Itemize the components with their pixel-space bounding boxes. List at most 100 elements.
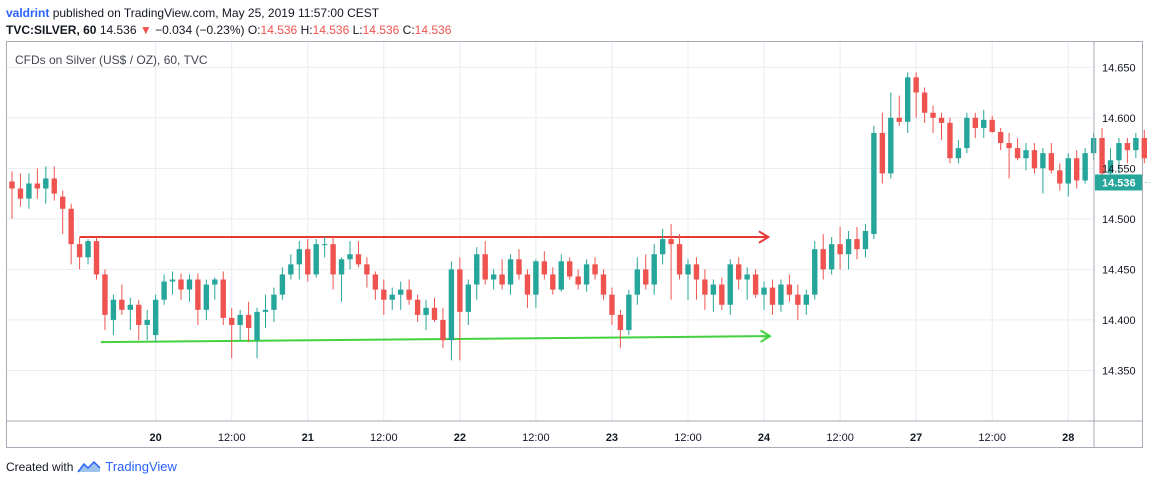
author-link[interactable]: valdrint — [6, 6, 50, 20]
candle — [321, 237, 328, 258]
candle — [440, 307, 446, 349]
candle — [744, 267, 750, 300]
candle — [812, 241, 818, 300]
candle — [761, 281, 767, 310]
candle — [347, 241, 353, 270]
candle — [592, 257, 598, 280]
y-tick-label: 14.450 — [1102, 264, 1136, 276]
candle — [693, 257, 700, 300]
candle — [837, 226, 843, 270]
y-tick-label: 14.500 — [1102, 214, 1136, 226]
x-tick-label: 22 — [454, 432, 466, 444]
candle — [803, 289, 809, 315]
candle — [1057, 163, 1063, 191]
candle — [719, 277, 725, 310]
candle — [702, 269, 708, 310]
x-tick-label: 12:00 — [218, 432, 246, 444]
candle — [795, 284, 801, 320]
last-price-badge — [1095, 174, 1142, 191]
candle — [516, 249, 522, 280]
candle — [279, 267, 286, 300]
candle — [583, 259, 590, 292]
candle — [1082, 148, 1088, 184]
candle — [947, 117, 953, 164]
x-tick-label: 12:00 — [826, 432, 854, 444]
annotations — [79, 230, 772, 344]
publish-info: valdrint published on TradingView.com, M… — [6, 6, 379, 20]
candle — [769, 279, 776, 315]
tradingview-brand[interactable]: TradingView — [105, 459, 177, 474]
x-tick-label: 12:00 — [370, 432, 398, 444]
ticker-line: TVC:SILVER, 60 14.536 ▼ −0.034 (−0.23%) … — [6, 23, 451, 37]
candle — [626, 289, 632, 336]
chart-frame — [6, 41, 1143, 448]
x-tick-label: 12:00 — [522, 432, 550, 444]
candle — [786, 274, 793, 302]
candle — [431, 297, 438, 322]
candle — [448, 261, 455, 361]
candle — [237, 309, 243, 341]
candle — [212, 277, 218, 300]
candle — [406, 279, 412, 305]
candle — [989, 115, 995, 133]
y-tick-label: 14.600 — [1102, 113, 1136, 125]
last-price: 14.536 — [99, 23, 137, 37]
candle — [482, 241, 488, 285]
candle — [710, 279, 717, 312]
open-label: O: — [247, 23, 261, 37]
candle — [161, 274, 167, 305]
candle — [778, 279, 784, 312]
candle — [203, 279, 210, 320]
candle — [152, 294, 159, 343]
resistance-arrow — [79, 230, 771, 244]
candle — [1133, 132, 1139, 159]
axes: 14.650 14.600 14.550 14.500 14.450 14.400 14.3… — [7, 42, 1150, 447]
candle — [313, 239, 319, 278]
candle — [972, 112, 978, 139]
candle — [1099, 127, 1105, 184]
chart-title: CFDs on Silver (US$ / OZ), 60, TVC — [15, 53, 208, 67]
close-value: 14.536 — [414, 23, 452, 37]
candle — [1116, 138, 1122, 174]
candle — [381, 279, 387, 315]
x-tick-label: 28 — [1062, 432, 1074, 444]
candle — [820, 234, 826, 280]
candle — [1023, 143, 1029, 171]
x-tick-label: 23 — [606, 432, 618, 444]
candle — [474, 247, 480, 300]
candle — [575, 269, 581, 290]
candle — [1141, 129, 1147, 164]
candle — [634, 257, 640, 305]
candles — [9, 72, 1147, 361]
candle — [102, 269, 108, 331]
candle — [600, 269, 607, 300]
candle — [457, 257, 463, 361]
candle — [372, 271, 379, 300]
candle — [736, 257, 742, 290]
candle — [1014, 138, 1021, 161]
candle — [879, 112, 886, 184]
candle — [465, 279, 471, 325]
candle — [905, 72, 911, 133]
x-tick-label: 20 — [150, 432, 162, 444]
candle — [997, 127, 1004, 151]
candle — [550, 267, 556, 295]
candle — [364, 257, 370, 288]
candle — [338, 257, 345, 302]
candle — [1065, 153, 1071, 197]
created-with-text: Created with — [6, 459, 74, 474]
candle — [288, 254, 294, 280]
candle — [389, 287, 395, 310]
candle — [296, 241, 302, 280]
candle — [17, 173, 24, 207]
candle — [541, 251, 548, 280]
candle — [43, 166, 49, 204]
x-tick-label: 12:00 — [978, 432, 1006, 444]
x-tick-label: 21 — [302, 432, 314, 444]
candle — [617, 309, 624, 349]
y-tick-label: 14.350 — [1102, 365, 1136, 377]
candle — [144, 309, 150, 341]
tradingview-logo-icon — [77, 460, 101, 472]
symbol-label: TVC:SILVER, 60 — [6, 23, 97, 37]
